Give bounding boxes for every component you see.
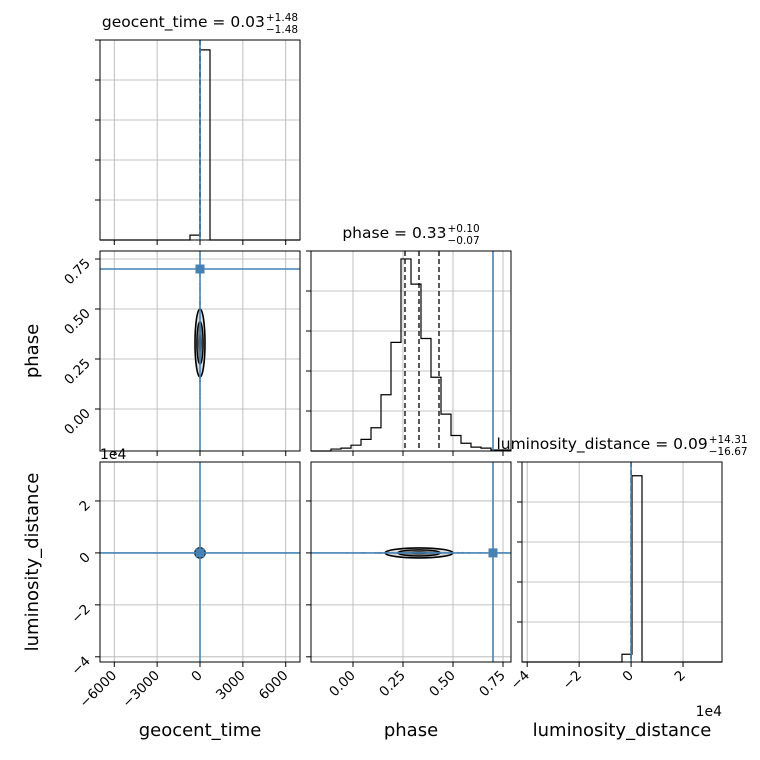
x-offset-text: 1e4 <box>696 704 723 720</box>
title-lower-error: −16.67 <box>709 446 748 458</box>
hist-luminosity_distance-frame <box>521 461 723 663</box>
title-luminosity_distance: luminosity_distance = 0.09 +14.31−16.67 <box>496 434 747 458</box>
x-tick-label: −4 <box>508 668 533 693</box>
x-tick-label: −2 <box>560 668 585 693</box>
y-axis-label-phase: phase <box>22 324 43 378</box>
truth-marker <box>488 548 498 558</box>
y-tick-label: 0.25 <box>61 356 94 389</box>
y-axis-label-luminosity_distance: luminosity_distance <box>22 473 43 652</box>
x-tick-label: 3000 <box>213 668 249 704</box>
title-phase: phase = 0.33 +0.10−0.07 <box>342 223 479 247</box>
histogram-steps <box>311 258 511 452</box>
histogram-steps <box>522 475 722 663</box>
truth-marker <box>195 548 205 558</box>
title-text: phase = 0.33 <box>342 224 446 242</box>
x-tick-label: 6000 <box>256 668 292 704</box>
title-upper-error: +1.48 <box>266 12 298 24</box>
x-axis-label-luminosity_distance: luminosity_distance <box>533 720 712 741</box>
title-lower-error: −0.07 <box>447 235 479 247</box>
y-tick-label: −4 <box>68 653 93 678</box>
title-upper-error: +0.10 <box>447 223 479 235</box>
x-axis-label-phase: phase <box>384 720 438 741</box>
x-tick-label: 0.25 <box>376 668 409 701</box>
y-tick-label: 0.00 <box>61 406 94 439</box>
y-tick-label: 0.50 <box>61 306 94 339</box>
title-upper-error: +14.31 <box>709 434 748 446</box>
hist-phase-frame <box>310 250 512 452</box>
x-tick-label: 0.50 <box>426 668 459 701</box>
x-tick-label: −3000 <box>119 668 163 712</box>
x-tick-label: 0.75 <box>476 668 509 701</box>
title-lower-error: −1.48 <box>266 24 298 36</box>
x-tick-label: 0.00 <box>326 668 359 701</box>
x-tick-label: 2 <box>671 668 688 685</box>
title-text: geocent_time = 0.03 <box>102 13 265 32</box>
panel-phase-vs-luminosity_distance-frame <box>310 461 512 663</box>
truth-marker <box>195 264 205 274</box>
title-text: luminosity_distance = 0.09 <box>496 435 707 454</box>
x-tick-label: 0 <box>188 668 205 685</box>
y-offset-text: 1e4 <box>100 447 127 463</box>
y-tick-label: 0 <box>76 549 93 566</box>
y-tick-label: 0.75 <box>61 256 94 289</box>
y-tick-label: −2 <box>68 601 93 626</box>
x-tick-label: 0 <box>620 668 637 685</box>
x-axis-label-geocent_time: geocent_time <box>139 720 262 741</box>
y-tick-label: 2 <box>76 497 93 514</box>
title-geocent_time: geocent_time = 0.03 +1.48−1.48 <box>102 12 298 36</box>
